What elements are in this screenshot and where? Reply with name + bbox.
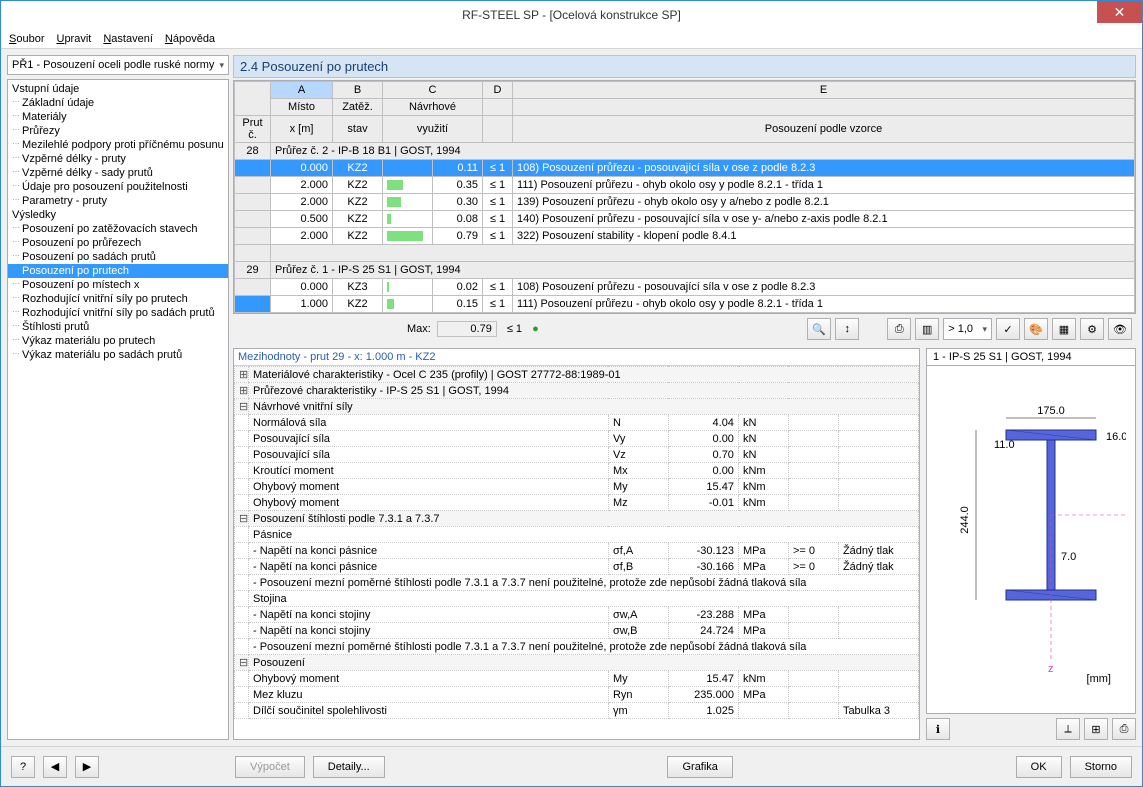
collapse-icon[interactable]: ⊟ bbox=[235, 655, 249, 671]
svg-text:z: z bbox=[1048, 663, 1054, 675]
menu-nastaveni[interactable]: Nastavení bbox=[103, 33, 153, 45]
close-button[interactable]: ✕ bbox=[1097, 1, 1142, 23]
expand-icon[interactable]: ⊞ bbox=[235, 383, 249, 399]
nav-tree: Vstupní údaje Základní údaje Materiály P… bbox=[7, 79, 229, 740]
max-value: 0.79 bbox=[437, 321, 497, 337]
group-row[interactable]: 28 Průřez č. 2 - IP-B 18 B1 | GOST, 1994 bbox=[235, 143, 1135, 160]
settings-icon[interactable]: ⚙ bbox=[1080, 318, 1104, 340]
check-icon: ● bbox=[532, 323, 539, 335]
calc-button[interactable]: Výpočet bbox=[235, 756, 305, 778]
profile-title: 1 - IP-S 25 S1 | GOST, 1994 bbox=[926, 348, 1136, 366]
tree-item[interactable]: Rozhodující vnitřní síly po prutech bbox=[8, 292, 228, 306]
tree-item[interactable]: Údaje pro posouzení použitelnosti bbox=[8, 180, 228, 194]
svg-text:11.0: 11.0 bbox=[994, 439, 1015, 451]
section-title: 2.4 Posouzení po prutech bbox=[233, 55, 1136, 78]
table-row[interactable]: 0.000KZ30.02≤ 1108) Posouzení průřezu - … bbox=[235, 279, 1135, 296]
table-row[interactable]: 2.000KZ20.79≤ 1322) Posouzení stability … bbox=[235, 228, 1135, 245]
sort-icon[interactable]: ↕ bbox=[835, 318, 859, 340]
details-button[interactable]: Detaily... bbox=[313, 756, 385, 778]
svg-text:16.0: 16.0 bbox=[1106, 431, 1126, 443]
tree-item[interactable]: Posouzení po sadách prutů bbox=[8, 250, 228, 264]
table-icon[interactable]: ▥ bbox=[915, 318, 939, 340]
svg-text:244.0: 244.0 bbox=[959, 506, 971, 534]
tree-item[interactable]: Štíhlosti prutů bbox=[8, 320, 228, 334]
axis-icon[interactable]: ⟂ bbox=[1056, 718, 1080, 740]
window-title: RF-STEEL SP - [Ocelová konstrukce SP] bbox=[462, 8, 681, 22]
group-row[interactable]: 29 Průřez č. 1 - IP-S 25 S1 | GOST, 1994 bbox=[235, 262, 1135, 279]
max-label: Max: bbox=[407, 323, 431, 335]
filter-icon[interactable]: 🔍 bbox=[807, 318, 831, 340]
ratio-combo[interactable]: > 1,0 bbox=[943, 318, 992, 340]
col-c[interactable]: C bbox=[383, 82, 483, 99]
results-grid: A B C D E Místo Zatěž. Návrhové Prutč. bbox=[234, 81, 1135, 313]
table-row[interactable]: 2.000KZ20.35≤ 1111) Posouzení průřezu - … bbox=[235, 177, 1135, 194]
tree-item[interactable]: Výkaz materiálu po sadách prutů bbox=[8, 348, 228, 362]
next-icon[interactable]: ▶ bbox=[75, 756, 99, 778]
detail-table: ⊞Materiálové charakteristiky - Ocel C 23… bbox=[234, 366, 919, 719]
tree-group-results[interactable]: Výsledky bbox=[8, 208, 228, 222]
tree-item[interactable]: Posouzení po zatěžovacích stavech bbox=[8, 222, 228, 236]
tree-group-input[interactable]: Vstupní údaje bbox=[8, 82, 228, 96]
expand-icon[interactable]: ⊞ bbox=[235, 367, 249, 383]
menubar: Soubor Upravit Nastavení Nápověda bbox=[1, 29, 1142, 49]
tree-item[interactable]: Základní údaje bbox=[8, 96, 228, 110]
detail-title: Mezihodnoty - prut 29 - x: 1.000 m - KZ2 bbox=[234, 349, 919, 366]
menu-napoveda[interactable]: Nápověda bbox=[165, 33, 215, 45]
table-row[interactable]: 0.000KZ20.11≤ 1108) Posouzení průřezu - … bbox=[235, 160, 1135, 177]
svg-text:7.0: 7.0 bbox=[1061, 551, 1076, 563]
dim-icon[interactable]: ⊞ bbox=[1084, 718, 1108, 740]
help-icon[interactable]: ? bbox=[11, 756, 35, 778]
cancel-button[interactable]: Storno bbox=[1070, 756, 1132, 778]
svg-text:[mm]: [mm] bbox=[1087, 673, 1111, 685]
tree-item[interactable]: Posouzení po místech x bbox=[8, 278, 228, 292]
profile-diagram: 175.0 244.0 16.0 7.0 11.0 y z bbox=[926, 366, 1136, 714]
palette-icon[interactable]: 🎨 bbox=[1024, 318, 1048, 340]
col-a[interactable]: A bbox=[271, 82, 333, 99]
check-icon-btn[interactable]: ✓ bbox=[996, 318, 1020, 340]
collapse-icon[interactable]: ⊟ bbox=[235, 511, 249, 527]
tree-item[interactable]: Výkaz materiálu po prutech bbox=[8, 334, 228, 348]
eye-icon[interactable]: 👁 bbox=[1108, 318, 1132, 340]
tree-item[interactable]: Posouzení po průřezech bbox=[8, 236, 228, 250]
case-dropdown[interactable]: PŘ1 - Posouzení oceli podle ruské normy bbox=[7, 55, 229, 75]
table-row[interactable]: 1.000KZ20.15≤ 1111) Posouzení průřezu - … bbox=[235, 296, 1135, 313]
graphics-button[interactable]: Grafika bbox=[667, 756, 732, 778]
col-d[interactable]: D bbox=[483, 82, 513, 99]
ok-button[interactable]: OK bbox=[1016, 756, 1062, 778]
tree-item[interactable]: Vzpěrné délky - pruty bbox=[8, 152, 228, 166]
col-b[interactable]: B bbox=[333, 82, 383, 99]
print-icon[interactable]: ⎙ bbox=[1112, 718, 1136, 740]
tree-item[interactable]: Rozhodující vnitřní síly po sadách prutů bbox=[8, 306, 228, 320]
max-cmp: ≤ 1 bbox=[503, 323, 526, 335]
case-dropdown-value: PŘ1 - Posouzení oceli podle ruské normy bbox=[12, 59, 214, 71]
table-row[interactable]: 2.000KZ20.30≤ 1139) Posouzení průřezu - … bbox=[235, 194, 1135, 211]
info-icon[interactable]: ℹ bbox=[926, 718, 950, 740]
tree-item[interactable]: Průřezy bbox=[8, 124, 228, 138]
column-icon[interactable]: ▦ bbox=[1052, 318, 1076, 340]
menu-soubor[interactable]: Soubor bbox=[9, 33, 44, 45]
tree-item-selected[interactable]: Posouzení po prutech bbox=[8, 264, 228, 278]
tree-item[interactable]: Vzpěrné délky - sady prutů bbox=[8, 166, 228, 180]
tree-item[interactable]: Materiály bbox=[8, 110, 228, 124]
export-icon[interactable]: ⎙ bbox=[887, 318, 911, 340]
menu-upravit[interactable]: Upravit bbox=[56, 33, 91, 45]
tree-item[interactable]: Mezilehlé podpory proti příčnému posunu bbox=[8, 138, 228, 152]
titlebar: RF-STEEL SP - [Ocelová konstrukce SP] ✕ bbox=[1, 1, 1142, 29]
svg-text:175.0: 175.0 bbox=[1037, 405, 1065, 417]
tree-item[interactable]: Parametry - pruty bbox=[8, 194, 228, 208]
table-row[interactable]: 0.500KZ20.08≤ 1140) Posouzení průřezu - … bbox=[235, 211, 1135, 228]
collapse-icon[interactable]: ⊟ bbox=[235, 399, 249, 415]
prev-icon[interactable]: ◀ bbox=[43, 756, 67, 778]
col-e[interactable]: E bbox=[513, 82, 1135, 99]
